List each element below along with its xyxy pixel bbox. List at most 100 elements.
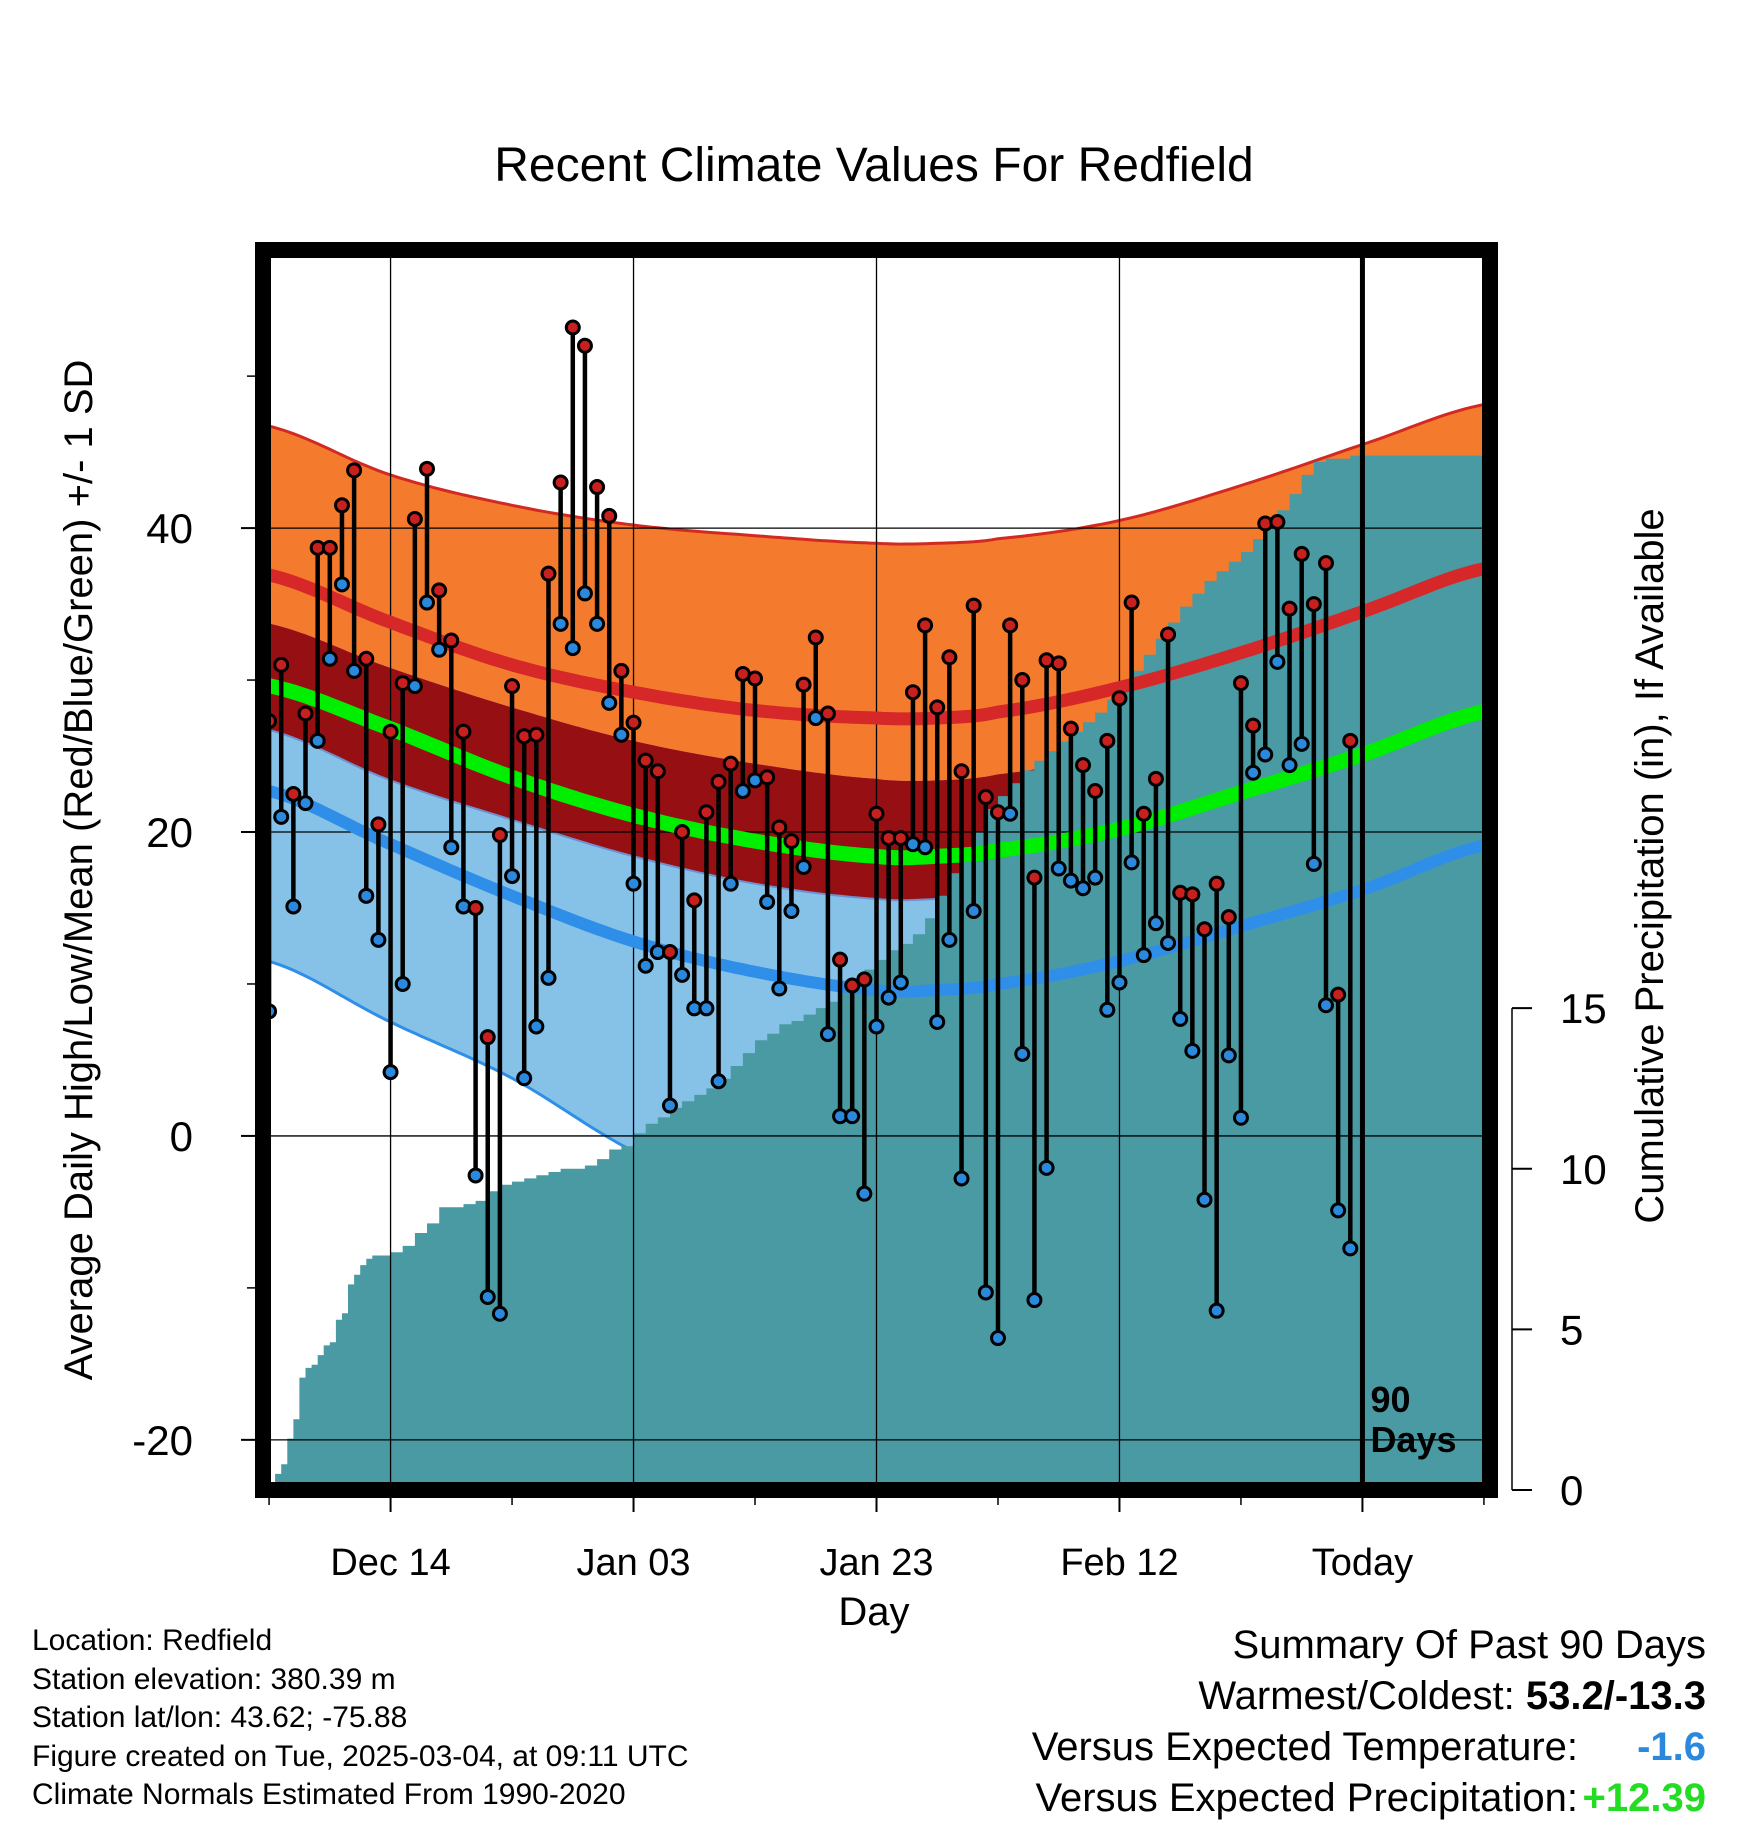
x-tick-label-0: Dec 14 [330, 1542, 450, 1584]
temp-row: Versus Expected Temperature: -1.6 [1032, 1722, 1706, 1773]
low-point-41 [759, 893, 776, 910]
high-point-33 [661, 944, 678, 961]
low-point-5 [321, 650, 338, 667]
high-point-86 [1305, 596, 1322, 613]
low-point-89 [1342, 1240, 1359, 1257]
low-point-61 [1002, 805, 1019, 822]
y2-tick-label-0: 0 [1560, 1467, 1583, 1514]
y-tick-label-0: -20 [132, 1417, 193, 1464]
low-point-28 [601, 694, 618, 711]
high-point-20 [504, 678, 521, 695]
low-point-73 [1147, 915, 1164, 932]
high-point-83 [1269, 514, 1286, 531]
low-point-51 [880, 989, 897, 1006]
high-point-2 [285, 786, 302, 803]
daily-stems [266, 327, 1353, 1339]
low-point-8 [358, 887, 375, 904]
high-point-38 [722, 755, 739, 772]
low-point-48 [844, 1108, 861, 1125]
high-point-6 [333, 497, 350, 514]
low-point-68 [1087, 869, 1104, 886]
low-point-67 [1075, 880, 1092, 897]
low-point-1 [273, 808, 290, 825]
high-normal-line [263, 561, 1490, 726]
high-point-9 [370, 816, 387, 833]
high-point-54 [917, 617, 934, 634]
low-point-54 [917, 839, 934, 856]
high-point-74 [1160, 626, 1177, 643]
temp-label: Versus Expected Temperature: [1031, 1725, 1578, 1769]
high-point-88 [1330, 986, 1347, 1003]
low-point-12 [406, 678, 423, 695]
low-point-43 [783, 903, 800, 920]
low-point-66 [1062, 872, 1079, 889]
low-point-19 [491, 1305, 508, 1322]
low-point-50 [868, 1018, 885, 1035]
high-point-31 [637, 752, 654, 769]
warm-cold-row: Warmest/Coldest: 53.2/-13.3 [1032, 1671, 1706, 1722]
high-point-29 [613, 662, 630, 679]
high-point-80 [1232, 675, 1249, 692]
high-point-1 [273, 656, 290, 673]
low-point-65 [1050, 860, 1067, 877]
high-point-36 [698, 804, 715, 821]
high-point-63 [1026, 869, 1043, 886]
high-point-76 [1184, 886, 1201, 903]
high-point-49 [856, 971, 873, 988]
high-point-61 [1002, 617, 1019, 634]
daily-points [263, 319, 1359, 1347]
low-point-14 [431, 641, 448, 658]
high-point-22 [528, 726, 545, 743]
location-text: Location: Redfield [32, 1624, 273, 1657]
low-point-72 [1135, 947, 1152, 964]
high-point-66 [1062, 720, 1079, 737]
low-point-31 [637, 957, 654, 974]
low-point-2 [285, 898, 302, 915]
y-axis-label: Average Daily High/Low/Mean (Red/Blue/Gr… [57, 360, 101, 1381]
high-point-59 [977, 789, 994, 806]
today-label-unit: Days [1370, 1419, 1456, 1460]
latlon-text: Station lat/lon: 43.62; -75.88 [32, 1701, 408, 1734]
low-point-57 [953, 1170, 970, 1187]
x-tick-label-2: Jan 23 [819, 1542, 933, 1584]
low-point-56 [941, 931, 958, 948]
low-point-22 [528, 1018, 545, 1035]
high-point-23 [540, 565, 557, 582]
low-point-58 [965, 903, 982, 920]
high-point-58 [965, 597, 982, 614]
low-point-88 [1330, 1202, 1347, 1219]
high-point-35 [686, 892, 703, 909]
low-point-83 [1269, 653, 1286, 670]
low-point-76 [1184, 1042, 1201, 1059]
low-point-77 [1196, 1191, 1213, 1208]
low-point-71 [1123, 854, 1140, 871]
high-point-89 [1342, 732, 1359, 749]
low-point-75 [1172, 1010, 1189, 1027]
high-point-18 [479, 1029, 496, 1046]
x-tick-label-4: Today [1312, 1542, 1413, 1584]
station-info: Location: Redfield Station elevation: 38… [32, 1622, 689, 1815]
low-point-15 [443, 839, 460, 856]
high-point-43 [783, 833, 800, 850]
high-point-87 [1317, 555, 1334, 572]
low-point-87 [1317, 997, 1334, 1014]
y-tick-label-1: 0 [170, 1113, 193, 1160]
high-point-19 [491, 827, 508, 844]
high-point-44 [795, 676, 812, 693]
y-tick-label-2: 20 [146, 809, 193, 856]
low-point-9 [370, 931, 387, 948]
plot-frame [255, 242, 1498, 1498]
high-point-50 [868, 805, 885, 822]
high-point-47 [832, 951, 849, 968]
low-point-18 [479, 1289, 496, 1306]
low-point-44 [795, 858, 812, 875]
high-point-8 [358, 650, 375, 667]
high-point-65 [1050, 655, 1067, 672]
x-axis-label: Day [838, 1590, 909, 1634]
high-point-81 [1245, 717, 1262, 734]
low-point-81 [1245, 764, 1262, 781]
high-point-30 [625, 714, 642, 731]
